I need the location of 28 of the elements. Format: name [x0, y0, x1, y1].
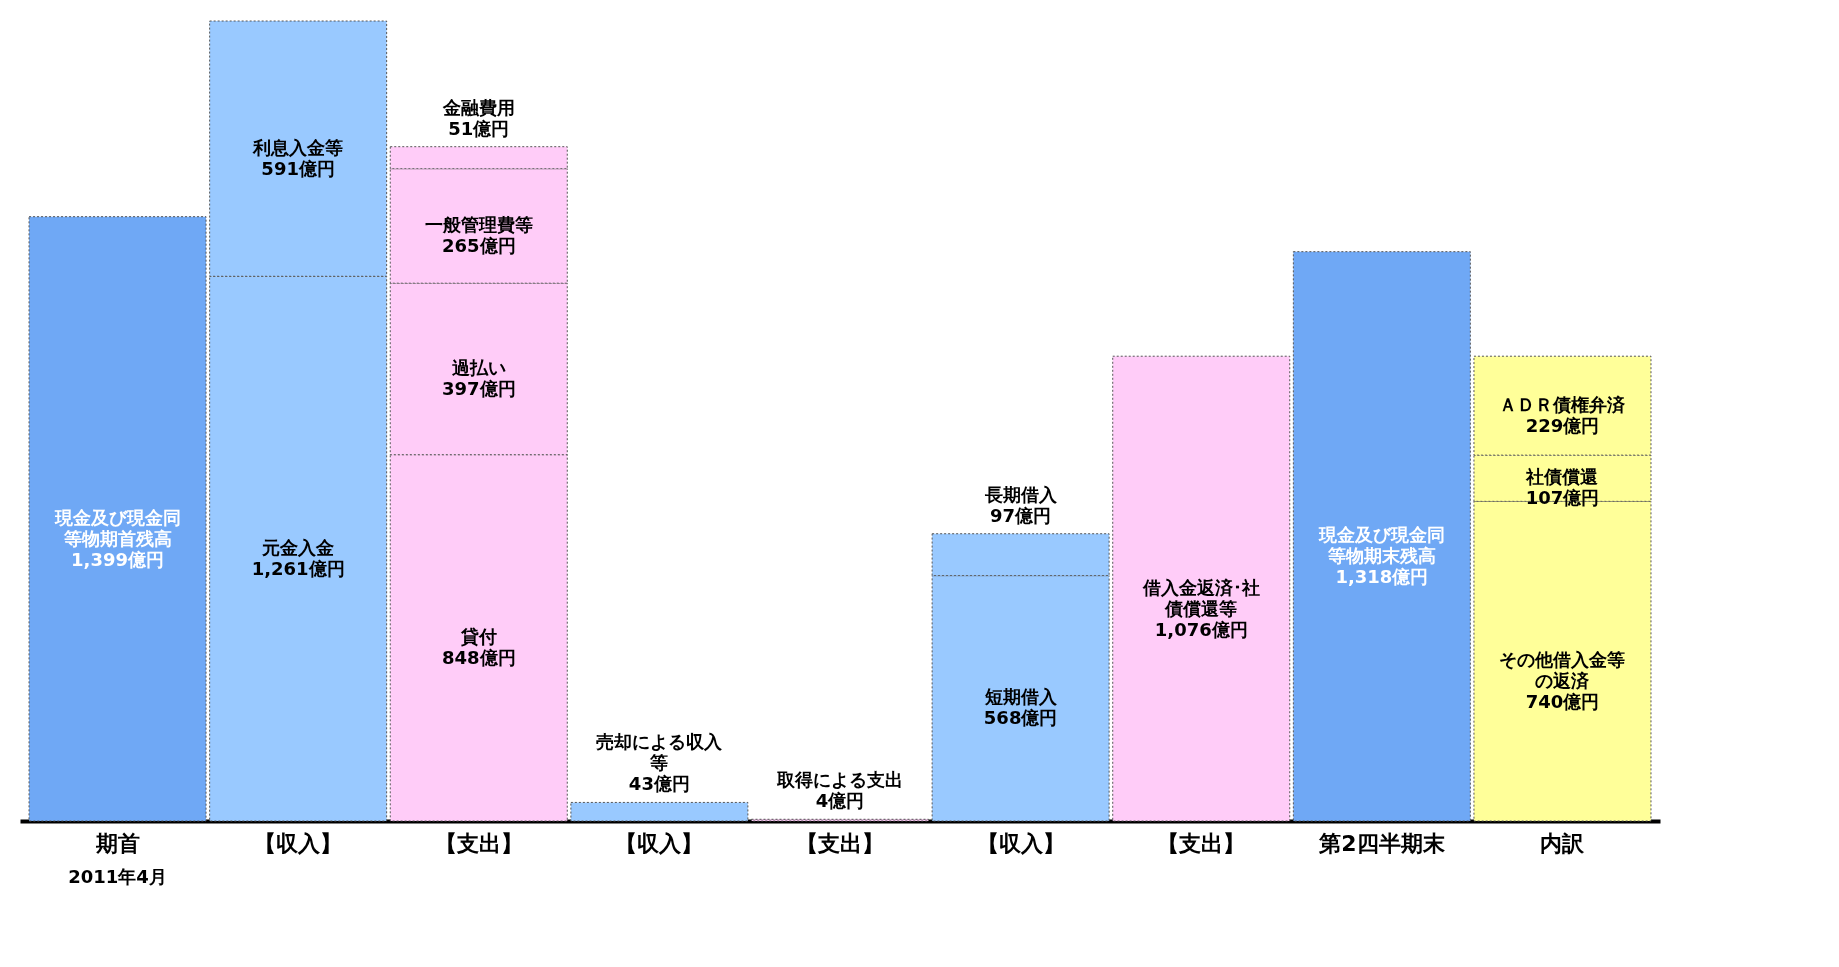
data-label: 現金及び現金同等物期末残高1,318億円 [1317, 524, 1445, 588]
data-label: 元金入金1,261億円 [251, 536, 345, 579]
data-label: 過払い397億円 [441, 356, 516, 399]
data-label: 現金及び現金同等物期首残高1,399億円 [53, 506, 181, 570]
data-label: 取得による支出4億円 [776, 769, 903, 812]
bar [28, 216, 207, 822]
x-tick-label: 【支出】 [796, 830, 884, 856]
x-tick-label: 第2四半期末 [1318, 830, 1446, 856]
data-label: ＡＤＲ債権弁済229億円 [1499, 393, 1627, 436]
x-tick-label: 【収入】 [615, 830, 704, 856]
x-tick-label: 【支出】 [1157, 830, 1246, 856]
bar [1292, 251, 1471, 822]
data-label: 短期借入568億円 [983, 686, 1058, 729]
x-tick-label: 【収入】 [254, 830, 343, 856]
text: 2011年4月 [68, 866, 167, 887]
data-label: 社債償還107億円 [1525, 466, 1600, 509]
data-label: 長期借入97億円 [983, 483, 1058, 526]
data-label: 一般管理費等265億円 [424, 213, 533, 256]
data-label: 借入金返済･社債償還等1,076億円 [1141, 576, 1260, 640]
data-label: 利息入金等591億円 [252, 136, 344, 179]
data-label: その他借入金等の返済740億円 [1499, 649, 1626, 713]
data-label: 金融費用51億円 [441, 96, 515, 139]
x-tick-label: 内訳 [1540, 830, 1586, 856]
data-label: 貸付848億円 [441, 625, 516, 668]
x-tick-label: 【収入】 [976, 830, 1065, 856]
x-tick-label: 期首 [94, 830, 140, 856]
data-label: 売却による収入等43億円 [596, 731, 724, 795]
x-tick-label: 【支出】 [434, 830, 523, 856]
